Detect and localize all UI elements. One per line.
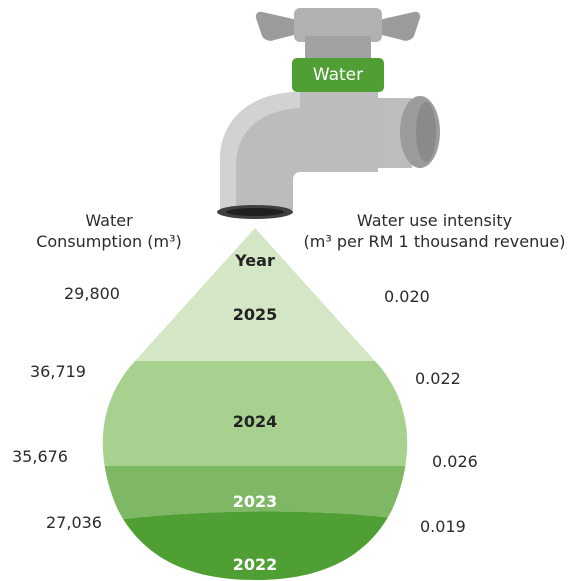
- tap-label: Water: [313, 65, 363, 85]
- year-label-2025: 2025: [233, 305, 278, 324]
- right-header-line1: Water use intensity: [356, 211, 513, 230]
- intensity-value-2025: 0.020: [384, 287, 430, 306]
- band-2023: [102, 466, 408, 522]
- tap-band: Water: [292, 58, 384, 92]
- left-header-line1: Water: [85, 211, 133, 230]
- band-2024: [102, 361, 408, 466]
- consumption-value-2025: 29,800: [64, 284, 120, 303]
- right-header: Water use intensity (m³ per RM 1 thousan…: [290, 210, 579, 252]
- year-header: Year: [234, 251, 275, 270]
- left-header-line2: Consumption (m³): [36, 232, 182, 251]
- year-label-2024: 2024: [233, 412, 278, 431]
- consumption-value-2024: 36,719: [30, 362, 86, 381]
- year-label-2023: 2023: [233, 492, 278, 511]
- right-header-line2: (m³ per RM 1 thousand revenue): [303, 232, 566, 251]
- faucet-icon: [217, 8, 440, 219]
- consumption-value-2022: 27,036: [46, 513, 102, 532]
- consumption-value-2023: 35,676: [12, 447, 68, 466]
- year-label-2022: 2022: [233, 555, 278, 574]
- drop-bands: [102, 228, 408, 580]
- year-labels: Year 2025 2024 2023 2022: [233, 251, 278, 574]
- left-header: Water Consumption (m³): [18, 210, 200, 252]
- intensity-value-2023: 0.026: [432, 452, 478, 471]
- intensity-value-2024: 0.022: [415, 369, 461, 388]
- intensity-value-2022: 0.019: [420, 517, 466, 536]
